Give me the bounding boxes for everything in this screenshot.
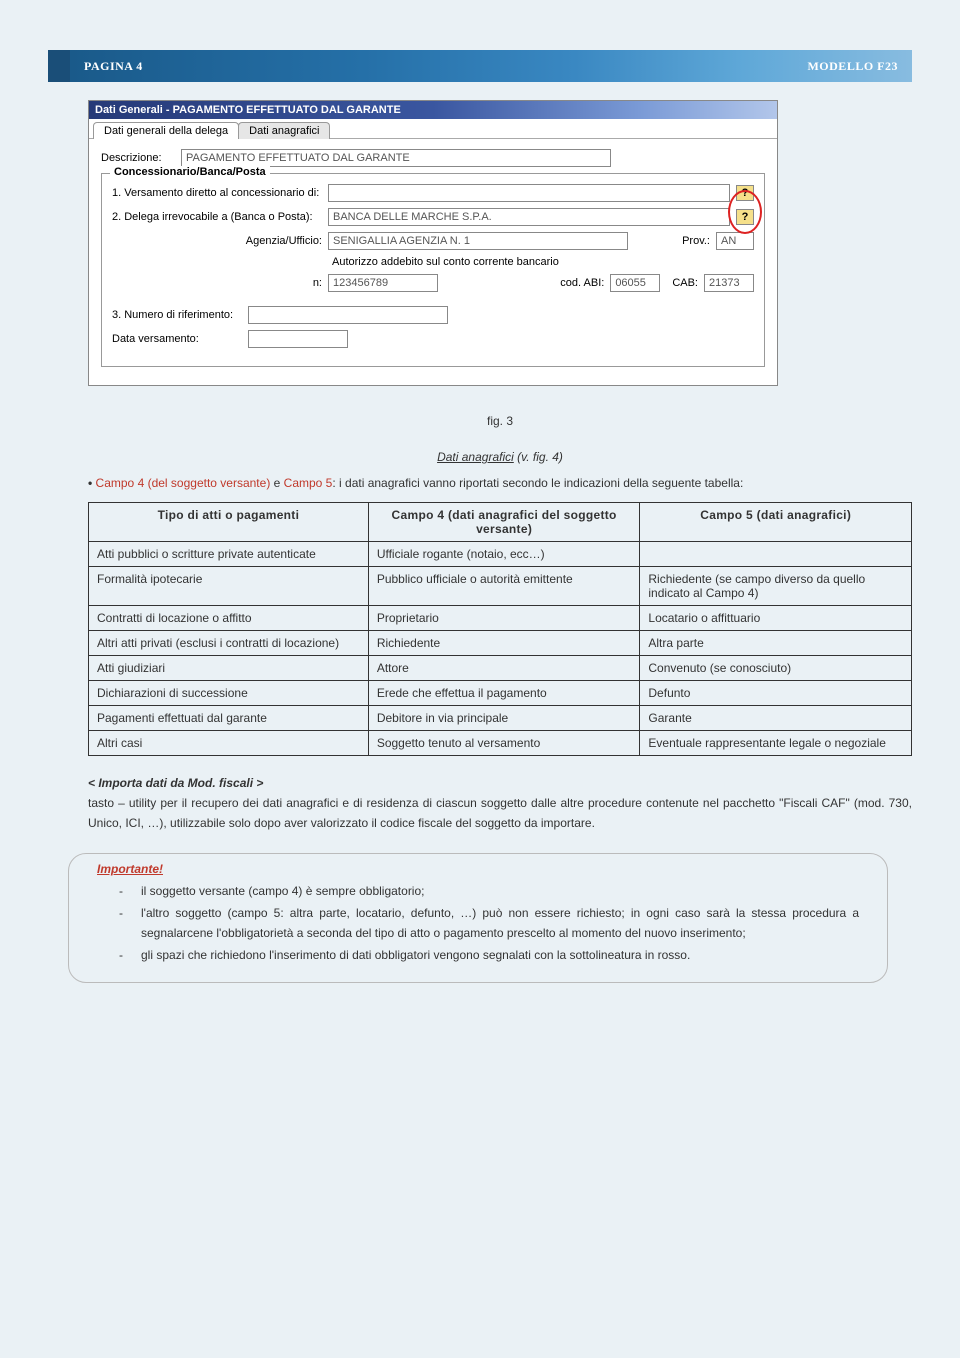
th-campo4: Campo 4 (dati anagrafici del soggetto ve… bbox=[368, 502, 640, 541]
note-title: Importante! bbox=[97, 862, 859, 876]
campo-intro: Campo 4 (del soggetto versante) e Campo … bbox=[80, 474, 912, 494]
table-cell: Richiedente bbox=[368, 630, 640, 655]
table-cell: Pagamenti effettuati dal garante bbox=[89, 705, 369, 730]
prov-input[interactable]: AN bbox=[716, 232, 754, 250]
banca-input[interactable]: BANCA DELLE MARCHE S.P.A. bbox=[328, 208, 730, 226]
table-cell: Ufficiale rogante (notaio, ecc…) bbox=[368, 541, 640, 566]
form-window: Dati Generali - PAGAMENTO EFFETTUATO DAL… bbox=[88, 100, 778, 386]
descrizione-label: Descrizione: bbox=[101, 152, 175, 164]
note-item: il soggetto versante (campo 4) è sempre … bbox=[119, 882, 859, 902]
concessionario-input[interactable] bbox=[328, 184, 730, 202]
table-row: Altri atti privati (esclusi i contratti … bbox=[89, 630, 912, 655]
help-icon[interactable]: ? bbox=[736, 209, 754, 225]
abi-label: cod. ABI: bbox=[560, 277, 604, 289]
page-number: PAGINA 4 bbox=[84, 59, 143, 74]
line2-label: 2. Delega irrevocabile a (Banca o Posta)… bbox=[112, 211, 322, 223]
table-cell: Defunto bbox=[640, 680, 912, 705]
note-item: l'altro soggetto (campo 5: altra parte, … bbox=[119, 904, 859, 944]
section-heading: Dati anagrafici (v. fig. 4) bbox=[88, 450, 912, 464]
n-input[interactable]: 123456789 bbox=[328, 274, 438, 292]
concessionario-fieldset: Concessionario/Banca/Posta 1. Versamento… bbox=[101, 173, 765, 367]
table-row: Atti giudiziariAttoreConvenuto (se conos… bbox=[89, 655, 912, 680]
important-note: Importante! il soggetto versante (campo … bbox=[68, 853, 888, 982]
table-cell: Altra parte bbox=[640, 630, 912, 655]
campo4-label: Campo 4 (del soggetto versante) bbox=[96, 476, 271, 490]
table-row: Altri casiSoggetto tenuto al versamentoE… bbox=[89, 730, 912, 755]
agenzia-label: Agenzia/Ufficio: bbox=[112, 235, 322, 247]
cab-input[interactable]: 21373 bbox=[704, 274, 754, 292]
descrizione-input[interactable]: PAGAMENTO EFFETTUATO DAL GARANTE bbox=[181, 149, 611, 167]
table-cell: Formalità ipotecarie bbox=[89, 566, 369, 605]
table-cell: Locatario o affittuario bbox=[640, 605, 912, 630]
autorizzo-label: Autorizzo addebito sul conto corrente ba… bbox=[332, 256, 559, 268]
th-campo5: Campo 5 (dati anagrafici) bbox=[640, 502, 912, 541]
table-cell: Atti pubblici o scritture private autent… bbox=[89, 541, 369, 566]
section-title-rest: (v. fig. 4) bbox=[514, 450, 563, 464]
tab-dati-generali[interactable]: Dati generali della delega bbox=[93, 122, 239, 139]
note-item: gli spazi che richiedono l'inserimento d… bbox=[119, 946, 859, 966]
table-row: Dichiarazioni di successioneErede che ef… bbox=[89, 680, 912, 705]
table-cell bbox=[640, 541, 912, 566]
model-label: MODELLO F23 bbox=[807, 59, 898, 74]
table-cell: Convenuto (se conosciuto) bbox=[640, 655, 912, 680]
table-cell: Debitore in via principale bbox=[368, 705, 640, 730]
table-cell: Eventuale rappresentante legale o negozi… bbox=[640, 730, 912, 755]
table-cell: Atti giudiziari bbox=[89, 655, 369, 680]
cab-label: CAB: bbox=[672, 277, 698, 289]
tab-dati-anagrafici[interactable]: Dati anagrafici bbox=[238, 122, 330, 139]
campo5-label: Campo 5 bbox=[284, 476, 333, 490]
table-row: Pagamenti effettuati dal garanteDebitore… bbox=[89, 705, 912, 730]
table-row: Contratti di locazione o affittoPropriet… bbox=[89, 605, 912, 630]
table-cell: Contratti di locazione o affitto bbox=[89, 605, 369, 630]
abi-input[interactable]: 06055 bbox=[610, 274, 660, 292]
table-cell: Dichiarazioni di successione bbox=[89, 680, 369, 705]
line3-label: 3. Numero di riferimento: bbox=[112, 309, 242, 321]
line1-label: 1. Versamento diretto al concessionario … bbox=[112, 187, 322, 199]
importa-heading: < Importa dati da Mod. fiscali > bbox=[88, 776, 912, 790]
table-cell: Attore bbox=[368, 655, 640, 680]
table-cell: Erede che effettua il pagamento bbox=[368, 680, 640, 705]
table-row: Formalità ipotecariePubblico ufficiale o… bbox=[89, 566, 912, 605]
section-title-underline: Dati anagrafici bbox=[437, 450, 514, 464]
n-label: n: bbox=[112, 277, 322, 289]
data-input[interactable] bbox=[248, 330, 348, 348]
th-tipo: Tipo di atti o pagamenti bbox=[89, 502, 369, 541]
prov-label: Prov.: bbox=[682, 235, 710, 247]
table-cell: Richiedente (se campo diverso da quello … bbox=[640, 566, 912, 605]
table-cell: Altri casi bbox=[89, 730, 369, 755]
table-cell: Garante bbox=[640, 705, 912, 730]
page-header: PAGINA 4 MODELLO F23 bbox=[48, 50, 912, 82]
agenzia-input[interactable]: SENIGALLIA AGENZIA N. 1 bbox=[328, 232, 628, 250]
importa-text: tasto – utility per il recupero dei dati… bbox=[88, 794, 912, 834]
fieldset-legend: Concessionario/Banca/Posta bbox=[110, 166, 270, 178]
table-row: Atti pubblici o scritture private autent… bbox=[89, 541, 912, 566]
table-cell: Pubblico ufficiale o autorità emittente bbox=[368, 566, 640, 605]
table-cell: Soggetto tenuto al versamento bbox=[368, 730, 640, 755]
form-titlebar: Dati Generali - PAGAMENTO EFFETTUATO DAL… bbox=[89, 101, 777, 119]
anagrafici-table: Tipo di atti o pagamenti Campo 4 (dati a… bbox=[88, 502, 912, 756]
table-cell: Altri atti privati (esclusi i contratti … bbox=[89, 630, 369, 655]
data-label: Data versamento: bbox=[112, 333, 242, 345]
figure-caption: fig. 3 bbox=[88, 414, 912, 428]
help-icon[interactable]: ? bbox=[736, 185, 754, 201]
riferimento-input[interactable] bbox=[248, 306, 448, 324]
tab-bar: Dati generali della delega Dati anagrafi… bbox=[89, 119, 777, 139]
table-cell: Proprietario bbox=[368, 605, 640, 630]
